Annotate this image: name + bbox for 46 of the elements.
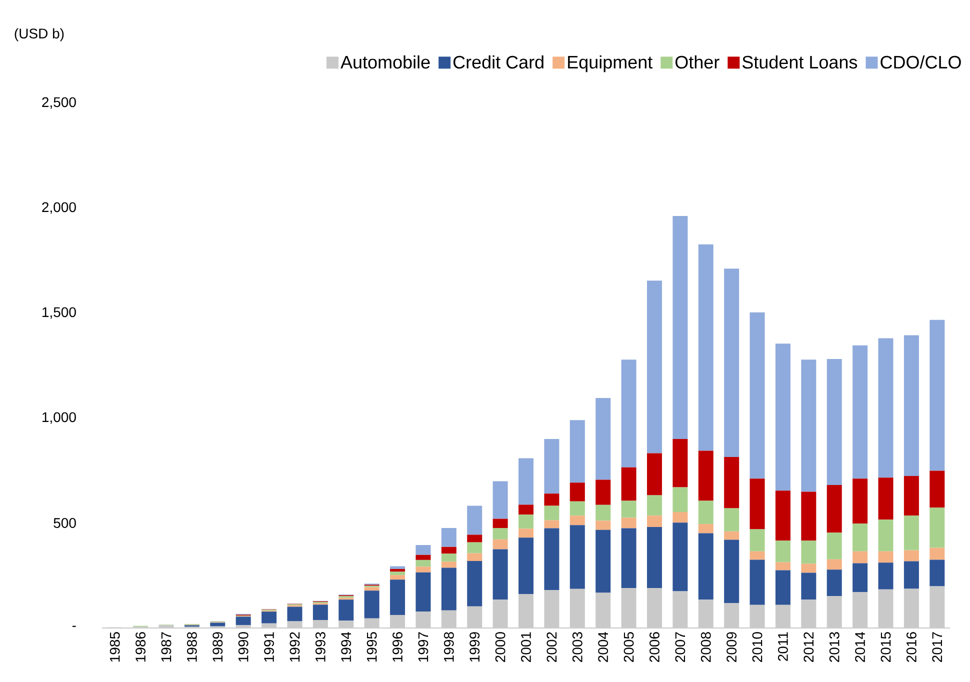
- legend-label: Other: [675, 55, 720, 69]
- x-tick-label: 2016: [906, 632, 916, 662]
- y-tick-label: 1,500: [42, 307, 76, 319]
- legend-label: Credit Card: [453, 55, 544, 69]
- x-tick-label: 1988: [186, 632, 197, 662]
- y-tick-label: 1,000: [42, 412, 76, 424]
- x-tick-label: 2008: [700, 632, 711, 662]
- y-tick-label: 2,000: [42, 202, 76, 214]
- x-tick-label: 1987: [161, 632, 172, 662]
- y-tick-label: 2,500: [42, 97, 76, 109]
- x-tick-label: 1990: [238, 632, 248, 662]
- y-tick-label: 500: [54, 518, 76, 528]
- x-tick-label: 2012: [804, 632, 814, 662]
- x-tick-label: 1997: [418, 632, 428, 662]
- x-tick-label: 2015: [880, 632, 891, 662]
- x-tick-label: 2002: [546, 632, 557, 662]
- x-tick-label: 1985: [110, 632, 120, 662]
- x-tick-label: 2013: [829, 632, 840, 662]
- x-tick-label: 2006: [650, 632, 660, 662]
- x-tick-label: 1999: [470, 632, 480, 662]
- x-tick-label: 1995: [366, 632, 377, 662]
- x-tick-label: 2010: [752, 632, 762, 662]
- x-tick-label: 1996: [392, 632, 402, 662]
- legend-label: Equipment: [568, 55, 652, 72]
- legend-label: Student Loans: [742, 55, 858, 69]
- x-tick-label: 2000: [495, 632, 506, 662]
- x-tick-label: 2014: [855, 632, 866, 662]
- y-tick-label: -: [72, 626, 76, 627]
- x-tick-label: 1992: [290, 632, 300, 662]
- x-tick-label: 1986: [136, 632, 146, 662]
- x-tick-label: 2017: [932, 632, 942, 662]
- y-axis-title: (USD b): [14, 28, 64, 42]
- x-tick-label: 2001: [521, 632, 531, 662]
- x-tick-label: 1998: [444, 632, 454, 662]
- x-tick-label: 2007: [675, 632, 686, 662]
- x-tick-label: 2004: [598, 632, 608, 662]
- x-tick-label: 1991: [264, 632, 274, 662]
- x-tick-label: 2005: [624, 632, 634, 662]
- x-tick-label: 1993: [315, 632, 326, 662]
- legend-label: CDO/CLO: [880, 55, 961, 69]
- x-tick-label: 1994: [341, 632, 352, 662]
- x-tick-label: 1989: [212, 632, 223, 662]
- x-tick-label: 2011: [778, 632, 788, 661]
- x-tick-label: 2003: [572, 632, 582, 662]
- x-tick-label: 2009: [726, 632, 737, 662]
- legend-label: Automobile: [340, 55, 430, 69]
